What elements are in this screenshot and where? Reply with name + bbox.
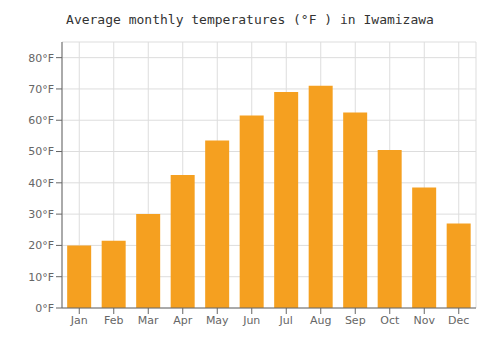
svg-text:60°F: 60°F	[28, 114, 54, 127]
svg-text:Aug: Aug	[310, 314, 331, 327]
svg-text:Jun: Jun	[242, 314, 260, 327]
svg-text:May: May	[206, 314, 229, 327]
svg-text:Apr: Apr	[173, 314, 193, 327]
svg-text:Jan: Jan	[70, 314, 88, 327]
svg-text:Oct: Oct	[380, 314, 400, 327]
svg-text:40°F: 40°F	[28, 177, 54, 190]
svg-text:Dec: Dec	[448, 314, 469, 327]
svg-text:0°F: 0°F	[35, 302, 54, 315]
svg-text:Feb: Feb	[104, 314, 123, 327]
svg-text:Nov: Nov	[414, 314, 436, 327]
html-text:Average monthly temperatures (: Average monthly temperatures (°F ) in Iw…	[66, 12, 434, 27]
svg-text:50°F: 50°F	[28, 145, 54, 158]
svg-text:30°F: 30°F	[28, 208, 54, 221]
svg-text:Sep: Sep	[345, 314, 366, 327]
svg-text:70°F: 70°F	[28, 83, 54, 96]
svg-text:10°F: 10°F	[28, 271, 54, 284]
svg-text:Jul: Jul	[279, 314, 293, 327]
svg-text:Mar: Mar	[138, 314, 159, 327]
svg-text:20°F: 20°F	[28, 239, 54, 252]
svg-text:80°F: 80°F	[28, 52, 54, 65]
